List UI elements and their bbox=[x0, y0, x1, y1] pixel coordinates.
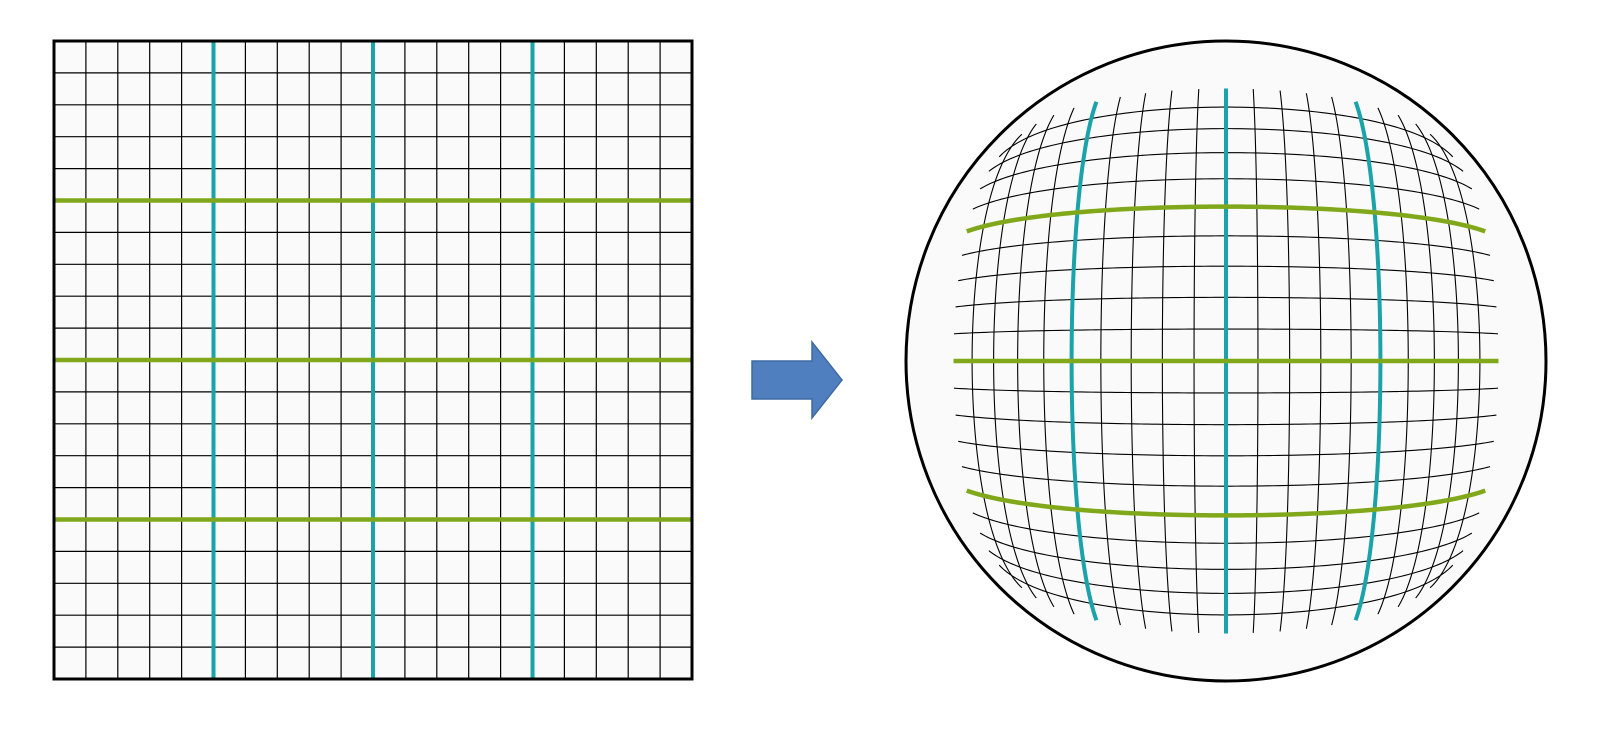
grid-border bbox=[52, 39, 694, 681]
rectangular-grid bbox=[52, 39, 694, 681]
transform-arrow bbox=[751, 339, 843, 421]
fisheye-highlight-horizontal bbox=[966, 204, 1486, 234]
fisheye-highlight-horizontal bbox=[966, 488, 1486, 518]
fisheye-grid bbox=[904, 39, 1548, 683]
fisheye-border bbox=[904, 39, 1548, 683]
right-arrow-icon bbox=[751, 339, 843, 421]
fisheye-lines bbox=[953, 88, 1499, 634]
